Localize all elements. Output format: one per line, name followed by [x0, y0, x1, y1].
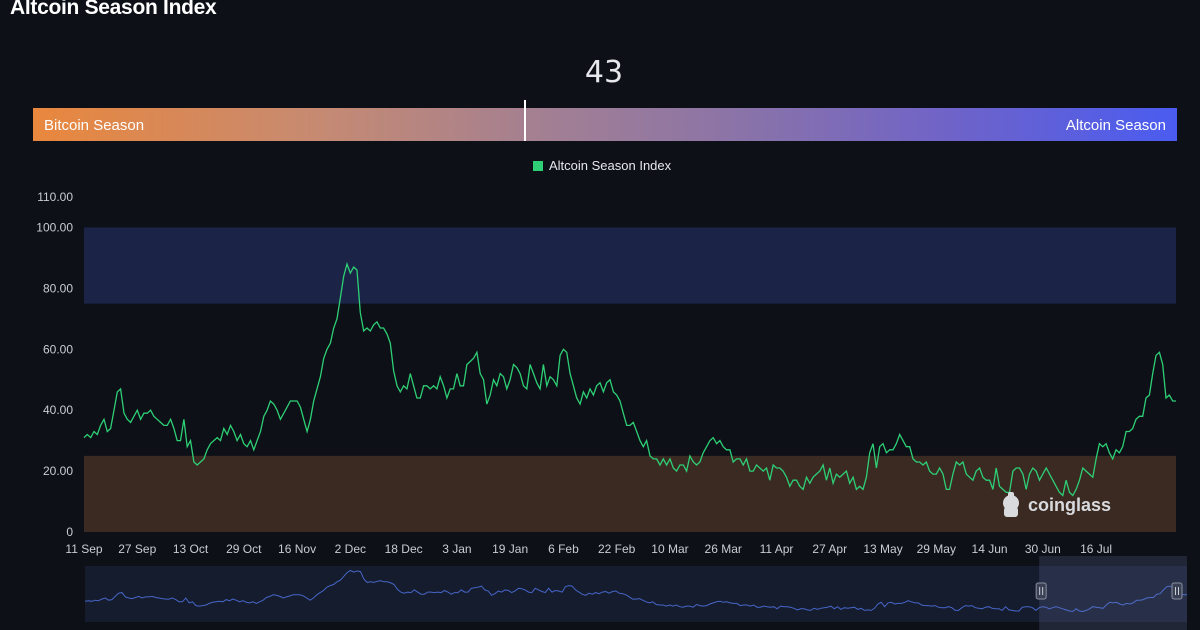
bitcoin-season-band — [84, 455, 1176, 532]
coinglass-watermark: coinglass — [1003, 492, 1111, 517]
x-tick-label: 29 May — [917, 542, 956, 556]
x-tick-label: 3 Jan — [442, 542, 471, 556]
y-tick-label: 0 — [66, 525, 73, 539]
bitcoin-season-label: Bitcoin Season — [44, 117, 145, 134]
handle-grip — [1035, 582, 1047, 600]
y-tick-label: 110.00 — [37, 190, 73, 204]
watermark-text: coinglass — [1028, 495, 1111, 515]
y-tick-label: 100.00 — [36, 220, 73, 234]
x-tick-label: 18 Dec — [385, 542, 423, 556]
legend-label: Altcoin Season Index — [549, 158, 672, 173]
x-tick-label: 30 Jun — [1025, 542, 1061, 556]
x-tick-label: 22 Feb — [598, 542, 636, 556]
altcoin-season-label: Altcoin Season — [1065, 117, 1166, 134]
navigator-selection[interactable] — [1039, 556, 1187, 630]
x-tick-label: 11 Apr — [760, 542, 794, 556]
x-tick-label: 27 Sep — [118, 542, 156, 556]
x-tick-label: 16 Jul — [1080, 542, 1112, 556]
page-title: Altcoin Season Index — [10, 0, 217, 19]
y-tick-label: 40.00 — [43, 403, 73, 417]
navigator-line — [84, 569, 1187, 613]
navigator-handle-right[interactable] — [1171, 582, 1183, 600]
x-tick-label: 13 Oct — [173, 542, 209, 556]
chart-legend[interactable]: Altcoin Season Index — [533, 158, 671, 173]
x-tick-label: 10 Mar — [651, 542, 688, 556]
x-tick-label: 14 Jun — [972, 542, 1008, 556]
y-tick-label: 20.00 — [43, 464, 73, 478]
altcoin-season-band — [84, 227, 1176, 304]
x-tick-label: 29 Oct — [226, 542, 262, 556]
y-tick-label: 80.00 — [43, 281, 73, 295]
handle-grip — [1171, 582, 1183, 600]
x-tick-label: 19 Jan — [492, 542, 528, 556]
gauge-value: 43 — [584, 55, 624, 90]
x-tick-label: 13 May — [863, 542, 902, 556]
season-gauge-bar: Bitcoin Season Altcoin Season — [33, 100, 1177, 141]
y-tick-label: 60.00 — [43, 342, 73, 356]
coinglass-logo-icon — [1003, 492, 1019, 517]
x-tick-label: 2 Dec — [335, 542, 366, 556]
navigator-track — [85, 566, 1187, 622]
x-tick-label: 26 Mar — [705, 542, 742, 556]
x-tick-label: 6 Feb — [548, 542, 579, 556]
x-tick-label: 16 Nov — [278, 542, 316, 556]
navigator-handle-left[interactable] — [1035, 582, 1047, 600]
series-line-altcoin-season-index — [83, 261, 1176, 497]
legend-swatch — [533, 160, 543, 171]
x-tick-label: 27 Apr — [812, 542, 847, 556]
navigator[interactable] — [84, 556, 1187, 630]
gauge-marker — [524, 100, 526, 141]
x-tick-label: 11 Sep — [65, 542, 102, 556]
